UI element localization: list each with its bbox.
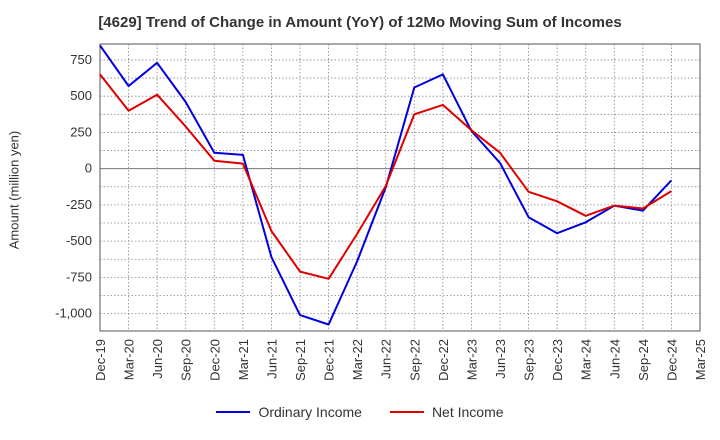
x-tick-labels: Dec-19 Mar-20 Jun-20 Sep-20 Dec-20 Mar-21 Jun-… bbox=[93, 339, 708, 381]
x-tick-label: Dec-23 bbox=[550, 339, 565, 381]
y-tick-label: 250 bbox=[70, 124, 92, 139]
x-tick-label: Jun-21 bbox=[264, 339, 279, 379]
x-tick-label: Sep-23 bbox=[522, 339, 537, 381]
y-tick-label: -750 bbox=[66, 269, 92, 284]
legend-label-ordinary-income: Ordinary Income bbox=[258, 404, 362, 420]
legend-label-net-income: Net Income bbox=[431, 404, 504, 420]
x-tick-label: Mar-20 bbox=[122, 339, 137, 380]
x-tick-label: Sep-24 bbox=[636, 339, 651, 381]
y-tick-label: -1,000 bbox=[55, 306, 92, 321]
grid-lines bbox=[99, 44, 701, 331]
y-tick-label: 0 bbox=[85, 161, 92, 176]
y-tick-label: -500 bbox=[66, 233, 92, 248]
series-lines bbox=[99, 44, 673, 326]
x-tick-label: Mar-21 bbox=[236, 339, 251, 380]
x-tick-label: Sep-21 bbox=[293, 339, 308, 381]
y-tick-label: 500 bbox=[70, 88, 92, 103]
series-line-net-income bbox=[99, 73, 672, 280]
x-tick-label: Mar-25 bbox=[693, 339, 708, 380]
x-tick-label: Sep-20 bbox=[179, 339, 194, 381]
x-tick-label: Mar-23 bbox=[464, 339, 479, 380]
plot-frame bbox=[99, 43, 701, 332]
x-tick-label: Mar-24 bbox=[579, 339, 594, 380]
chart-title: [4629] Trend of Change in Amount (YoY) o… bbox=[98, 14, 622, 31]
legend-item-net-income: Net Income bbox=[389, 404, 504, 420]
x-tick-label: Dec-24 bbox=[664, 339, 679, 381]
legend: Ordinary Income Net Income bbox=[0, 404, 720, 420]
x-tick-label: Dec-20 bbox=[207, 339, 222, 381]
x-tick-label: Jun-20 bbox=[150, 339, 165, 379]
x-tick-label: Sep-22 bbox=[407, 339, 422, 381]
x-tick-label: Dec-22 bbox=[436, 339, 451, 381]
x-tick-label: Dec-21 bbox=[322, 339, 337, 381]
x-tick-label: Jun-24 bbox=[607, 339, 622, 379]
legend-item-ordinary-income: Ordinary Income bbox=[216, 404, 362, 420]
x-tick-label: Jun-23 bbox=[493, 339, 508, 379]
x-tick-label: Mar-22 bbox=[350, 339, 365, 380]
x-tick-label: Dec-19 bbox=[93, 339, 108, 381]
y-tick-label: -250 bbox=[66, 197, 92, 212]
y-tick-labels: 750 500 250 0 -250 -500 -750 -1,000 bbox=[55, 52, 92, 321]
x-tick-label: Jun-22 bbox=[379, 339, 394, 379]
legend-swatch-net-income bbox=[389, 411, 424, 413]
legend-swatch-ordinary-income bbox=[216, 411, 251, 413]
y-tick-label: 750 bbox=[70, 52, 92, 67]
